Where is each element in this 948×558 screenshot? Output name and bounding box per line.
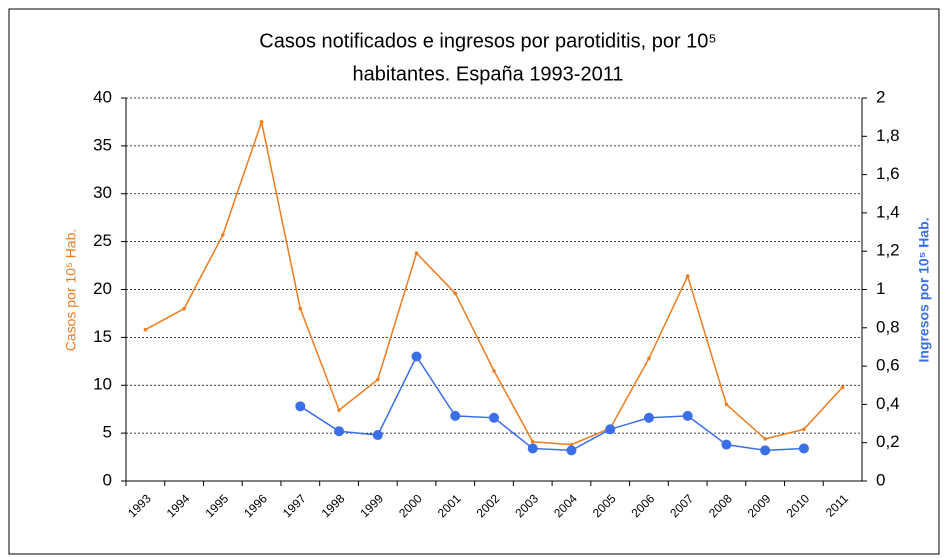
data-point [840,385,845,389]
y-tick-label: 40 [93,87,112,106]
data-point [259,120,264,124]
y-axis-label: Casos por 10⁵ Hab. [63,229,79,352]
data-point [647,356,651,361]
data-point [295,401,306,412]
y2-tick-label: 0,8 [876,317,900,336]
data-point [721,439,732,450]
series-line [299,355,804,452]
y2-tick-label: 1,2 [876,241,900,260]
data-point [530,439,535,444]
chart-title: habitantes. España 1993-2011 [353,63,624,85]
y2-tick-label: 1,4 [876,202,900,221]
data-point [334,426,345,437]
y2-tick-label: 2 [876,87,885,106]
data-point [143,327,148,332]
y-tick-label: 15 [93,327,112,346]
data-point [724,402,729,407]
data-point [411,351,422,362]
y2-tick-label: 0,2 [876,432,900,451]
data-point [527,443,538,454]
chart-title: Casos notificados e ingresos por parotid… [259,30,716,52]
data-point [760,445,771,456]
data-point [372,430,383,441]
y2-tick-label: 1 [876,279,885,298]
y-tick-label: 10 [93,375,112,394]
y-tick-label: 5 [103,423,112,442]
data-point [763,437,767,441]
y2-tick-label: 1,6 [876,164,900,183]
data-point [298,306,303,311]
data-point [685,274,690,278]
y2-tick-label: 0,4 [876,394,900,413]
y2-tick-label: 1,8 [876,126,900,145]
y-tick-label: 0 [103,470,112,489]
data-point [182,306,186,311]
chart-border [8,8,940,555]
y2-axis-label: Ingresos por 10⁵ Hab. [916,217,932,362]
y2-tick-label: 0,6 [876,356,900,375]
data-point [375,377,380,382]
data-point [802,427,806,432]
y2-tick-label: 0 [876,470,885,489]
data-point [450,410,461,421]
y-tick-label: 20 [93,279,112,298]
data-point [221,233,225,237]
data-point [453,291,458,296]
data-point [489,412,499,423]
data-point [682,410,693,421]
y-tick-label: 35 [93,135,112,154]
data-point [337,408,341,412]
data-point [798,443,809,454]
data-point [566,445,577,456]
data-point [492,369,496,373]
data-point [605,424,616,435]
data-point [414,251,419,255]
data-point [643,412,654,423]
y-tick-label: 25 [93,231,112,250]
y-tick-label: 30 [93,183,112,202]
